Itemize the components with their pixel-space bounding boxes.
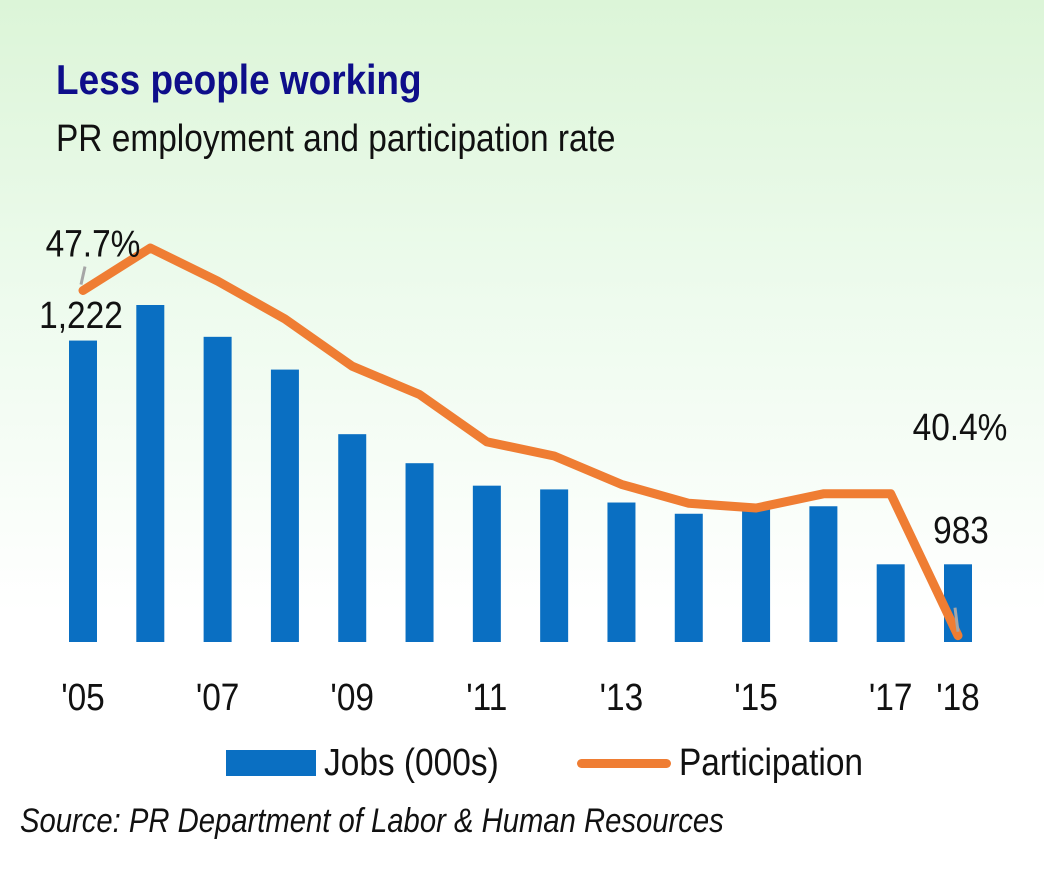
participation-label-2005: 47.7% — [46, 223, 141, 265]
legend: Jobs (000s) Participation — [226, 738, 888, 788]
bar-2007 — [203, 336, 232, 642]
bar-2010 — [405, 463, 434, 642]
jobs-label-2005: 1,222 — [39, 294, 123, 336]
x-tick-2017: '17 — [869, 676, 913, 718]
legend-item-participation: Participation — [576, 741, 888, 785]
participation-label-leader-2018 — [953, 607, 960, 632]
x-tick-2015: '15 — [734, 676, 778, 718]
x-tick-2013: '13 — [600, 676, 644, 718]
x-tick-2018: '18 — [936, 676, 980, 718]
x-tick-2005: '05 — [61, 676, 105, 718]
bar-2012 — [540, 489, 569, 642]
x-tick-2009: '09 — [330, 676, 374, 718]
bar-2008 — [270, 369, 299, 642]
bar-2005 — [69, 340, 97, 642]
legend-swatch-jobs — [226, 750, 316, 776]
bar-2009 — [338, 434, 367, 642]
bar-2016 — [809, 506, 838, 642]
legend-swatch-participation — [576, 758, 671, 768]
bar-2013 — [607, 502, 636, 642]
jobs-label-2018: 983 — [933, 509, 989, 551]
legend-item-jobs: Jobs (000s) — [226, 742, 523, 785]
participation-line — [78, 243, 963, 641]
x-tick-2011: '11 — [466, 676, 507, 718]
x-tick-2007: '07 — [196, 676, 240, 718]
bar-2014 — [674, 513, 703, 642]
participation-label-leader-2005 — [79, 266, 87, 285]
source-note: Source: PR Department of Labor & Human R… — [20, 802, 724, 840]
legend-label-jobs: Jobs (000s) — [324, 741, 499, 784]
bar-2017 — [876, 564, 905, 642]
bar-2015 — [742, 506, 771, 642]
legend-label-participation: Participation — [678, 741, 863, 784]
bar-2011 — [472, 485, 501, 642]
chart-title: Less people working — [56, 56, 422, 103]
bar-2006 — [136, 305, 165, 642]
participation-label-2018: 40.4% — [913, 406, 1008, 448]
chart-subtitle: PR employment and participation rate — [56, 118, 616, 160]
